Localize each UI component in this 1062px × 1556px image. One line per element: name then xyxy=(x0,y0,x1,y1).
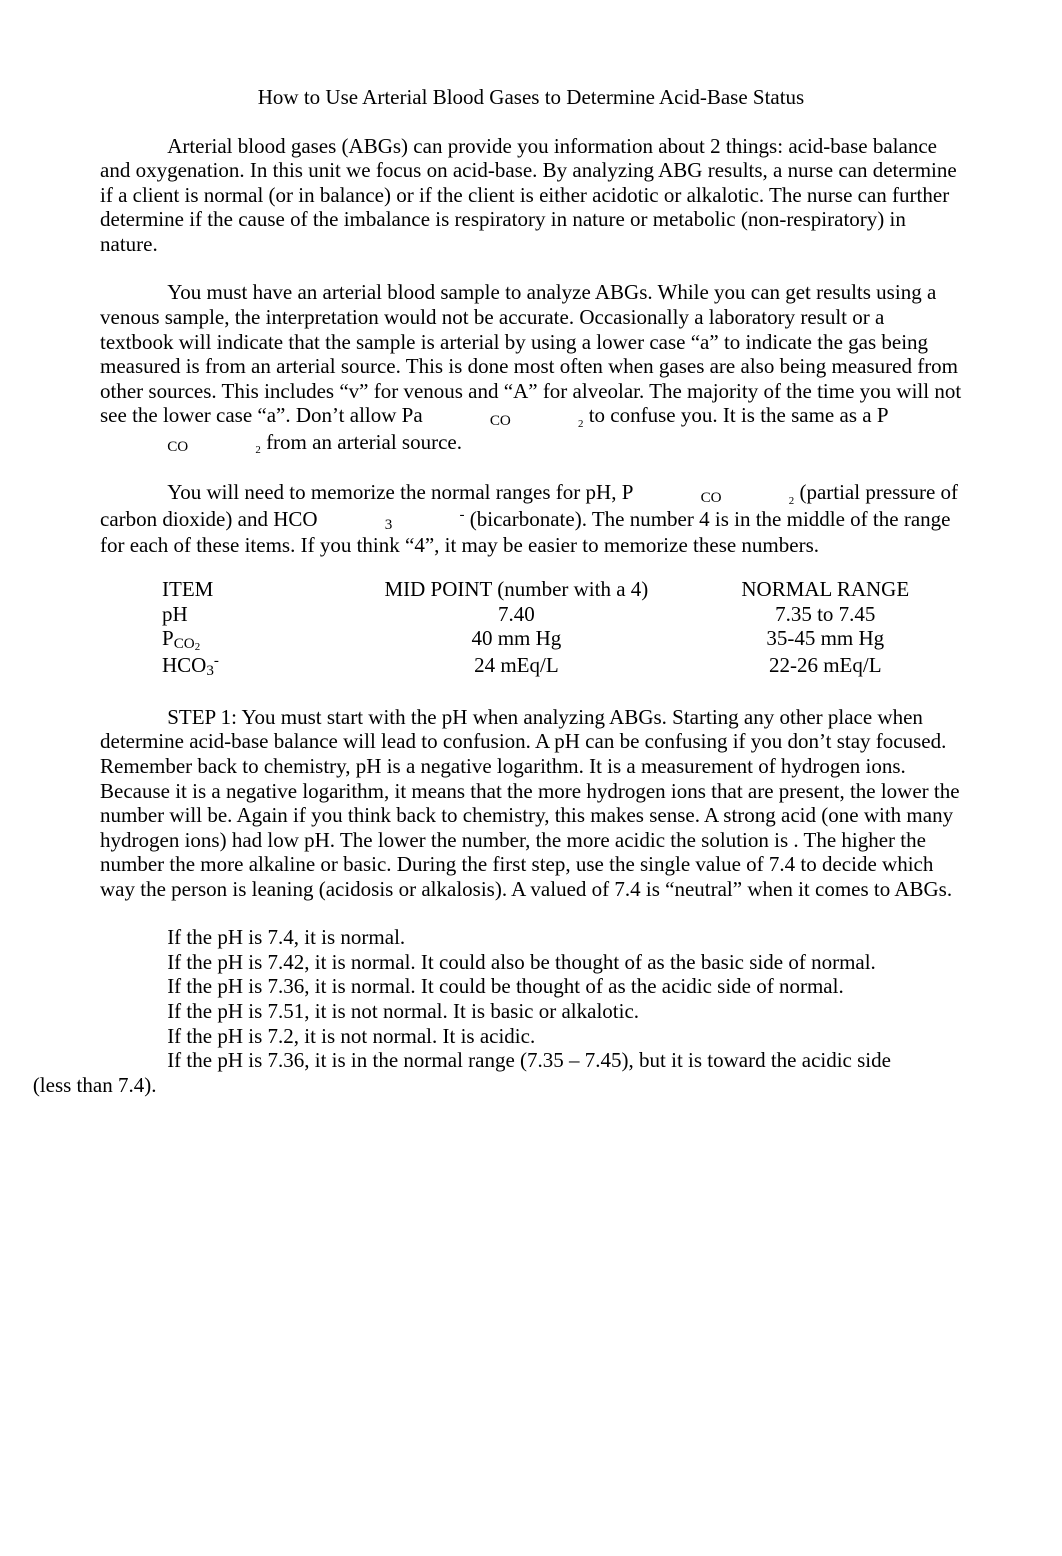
text-span: from an arterial source. xyxy=(261,430,462,454)
text-span: to confuse you. It is the same as a P xyxy=(583,403,888,427)
table-row: pH 7.40 7.35 to 7.45 xyxy=(160,602,952,627)
superscript-minus: - xyxy=(214,654,219,669)
ph-example-line: If the pH is 7.42, it is normal. It coul… xyxy=(167,950,962,975)
cell-midpoint: 7.40 xyxy=(334,602,698,627)
cell-range: 7.35 to 7.45 xyxy=(699,602,952,627)
cell-item: HCO3- xyxy=(160,653,334,679)
subscript-three: 3 xyxy=(206,664,214,679)
cell-item: pH xyxy=(160,602,334,627)
header-range: NORMAL RANGE xyxy=(699,577,952,602)
ph-examples-block: If the pH is 7.4, it is normal. If the p… xyxy=(167,925,962,1048)
ph-example-line: If the pH is 7.51, it is not normal. It … xyxy=(167,999,962,1024)
cell-item: PCO2 xyxy=(160,626,334,653)
ph-example-line: If the pH is 7.2, it is not normal. It i… xyxy=(167,1024,962,1049)
header-item: ITEM xyxy=(160,577,334,602)
table-header-row: ITEM MID POINT (number with a 4) NORMAL … xyxy=(160,577,952,602)
subscript-co2: CO2 xyxy=(633,491,794,507)
subscript-co2: CO2 xyxy=(174,637,200,653)
cell-range: 35-45 mm Hg xyxy=(699,626,952,653)
superscript-minus: - xyxy=(392,508,464,523)
subscript-co2: CO2 xyxy=(100,440,261,456)
paragraph-normal-ranges: You will need to memorize the normal ran… xyxy=(100,480,962,557)
paragraph-arterial-sample: You must have an arterial blood sample t… xyxy=(100,280,962,456)
paragraph-intro: Arterial blood gases (ABGs) can provide … xyxy=(100,134,962,257)
text-span: You will need to memorize the normal ran… xyxy=(167,480,633,504)
ph-example-line: If the pH is 7.36, it is normal. It coul… xyxy=(167,974,962,999)
document-title: How to Use Arterial Blood Gases to Deter… xyxy=(100,85,962,110)
ph-example-line: If the pH is 7.4, it is normal. xyxy=(167,925,962,950)
paragraph-last-example: If the pH is 7.36, it is in the normal r… xyxy=(100,1048,962,1097)
document-page: How to Use Arterial Blood Gases to Deter… xyxy=(0,0,1062,1556)
subscript-co2: CO2 xyxy=(423,414,584,430)
normal-ranges-table: ITEM MID POINT (number with a 4) NORMAL … xyxy=(160,577,952,679)
table-row: HCO3- 24 mEq/L 22-26 mEq/L xyxy=(160,653,952,679)
table-row: PCO2 40 mm Hg 35-45 mm Hg xyxy=(160,626,952,653)
subscript-three: 3 xyxy=(318,518,393,533)
paragraph-step1: STEP 1: You must start with the pH when … xyxy=(100,705,962,902)
cell-midpoint: 24 mEq/L xyxy=(334,653,698,679)
cell-range: 22-26 mEq/L xyxy=(699,653,952,679)
header-midpoint: MID POINT (number with a 4) xyxy=(334,577,698,602)
cell-midpoint: 40 mm Hg xyxy=(334,626,698,653)
